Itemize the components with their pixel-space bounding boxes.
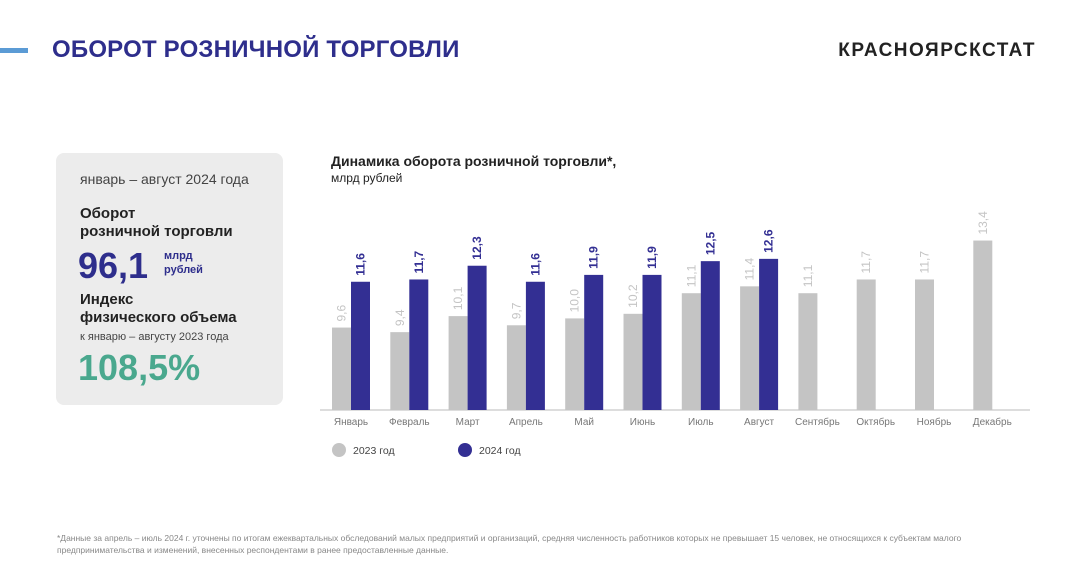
bar-2023-год-8: [798, 293, 818, 410]
x-tick-label: Ноябрь: [917, 416, 952, 428]
legend-label: 2023 год: [353, 445, 395, 457]
index-label-line1: Индекс: [80, 291, 134, 308]
chart-subtitle: млрд рублей: [331, 171, 403, 185]
bar-2023-год-4: [565, 318, 585, 410]
turnover-unit: млрд рублей: [164, 249, 203, 277]
x-tick-label: Сентябрь: [795, 416, 840, 428]
x-tick-label: Февраль: [389, 417, 430, 428]
x-tick-label: Апрель: [509, 417, 543, 428]
x-tick-label: Август: [744, 417, 775, 428]
index-label-line2: физического объема: [80, 309, 237, 326]
period-label: январь – август 2024 года: [80, 171, 249, 187]
data-label: 10,2: [626, 284, 640, 308]
bar-2024-год-6: [700, 261, 720, 410]
footnote: *Данные за апрель – июль 2024 г. уточнен…: [57, 533, 962, 555]
accent-bar: [0, 48, 28, 53]
bar-2024-год-3: [525, 281, 545, 410]
turnover-label-line1: Оборот: [80, 205, 136, 222]
data-label: 11,6: [354, 253, 368, 276]
bar-2023-год-7: [740, 286, 760, 410]
data-label: 9,7: [509, 302, 523, 319]
x-tick-label: Май: [574, 417, 594, 428]
data-label: 11,1: [684, 264, 698, 287]
data-label: 12,3: [470, 236, 484, 260]
data-label: 11,7: [412, 250, 426, 273]
bar-2024-год-4: [584, 274, 604, 410]
bar-2024-год-2: [467, 265, 487, 410]
bar-2023-год-11: [973, 240, 993, 410]
x-tick-label: Январь: [334, 417, 368, 428]
data-label: 10,1: [451, 286, 465, 310]
data-label: 11,1: [801, 264, 815, 287]
unit-line1: млрд: [164, 250, 193, 262]
data-label: 9,6: [335, 305, 349, 322]
bar-2024-год-5: [642, 274, 662, 410]
data-label: 11,7: [918, 251, 932, 274]
data-label: 11,9: [645, 246, 659, 269]
page-title: ОБОРОТ РОЗНИЧНОЙ ТОРГОВЛИ: [52, 36, 460, 63]
bar-2024-год-0: [351, 281, 370, 410]
turnover-label: Оборот розничной торговли: [80, 205, 233, 241]
turnover-value: 96,1: [78, 245, 149, 286]
turnover-label-line2: розничной торговли: [80, 223, 233, 240]
data-label: 11,4: [743, 258, 757, 281]
x-tick-label: Октябрь: [856, 416, 895, 428]
data-label: 11,9: [587, 246, 601, 269]
data-label: 13,4: [976, 211, 990, 235]
bar-2023-год-10: [915, 279, 934, 410]
data-label: 12,6: [762, 229, 776, 253]
x-tick-label: Декабрь: [973, 416, 1012, 428]
data-label: 12,5: [703, 231, 717, 255]
x-tick-label: Июнь: [630, 417, 655, 428]
summary-card: январь – август 2024 года Оборот рознично…: [56, 153, 283, 405]
index-note: к январю – августу 2023 года: [80, 331, 229, 343]
data-label: 9,4: [393, 309, 407, 326]
legend-marker: [458, 443, 472, 457]
bar-2023-год-5: [623, 313, 643, 410]
data-label: 11,7: [859, 251, 873, 274]
bar-2023-год-0: [332, 327, 351, 410]
data-label: 10,0: [568, 289, 582, 313]
index-value: 108,5%: [78, 347, 201, 388]
data-label: 11,6: [528, 253, 542, 276]
index-label: Индекс физического объема: [80, 291, 237, 327]
bar-2023-год-3: [506, 325, 526, 410]
bar-2023-год-2: [448, 316, 468, 410]
bar-2023-год-1: [390, 332, 410, 410]
legend-label: 2024 год: [479, 445, 521, 457]
unit-line2: рублей: [164, 264, 203, 276]
bar-2024-год-7: [759, 258, 779, 410]
legend-marker: [332, 443, 346, 457]
bar-2023-год-9: [856, 279, 876, 410]
brand-logo: КРАСНОЯРСКСТАТ: [838, 40, 1036, 61]
bar-2024-год-1: [409, 279, 429, 410]
bar-2023-год-6: [681, 293, 701, 410]
chart-title: Динамика оборота розничной торговли*,: [331, 153, 617, 169]
x-tick-label: Март: [456, 417, 480, 428]
x-tick-label: Июль: [688, 417, 714, 428]
